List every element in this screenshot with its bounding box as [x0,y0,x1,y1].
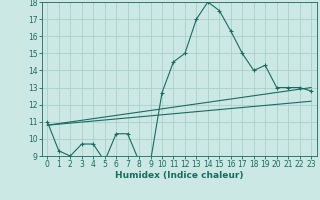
X-axis label: Humidex (Indice chaleur): Humidex (Indice chaleur) [115,171,244,180]
